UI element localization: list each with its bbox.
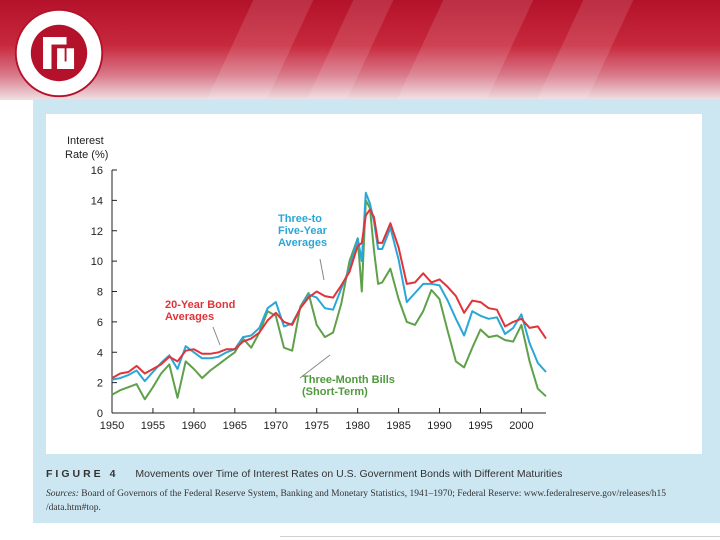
y-tick-label: 8 (97, 287, 103, 299)
y-tick-label: 0 (97, 408, 103, 420)
annotation-2-line-0: Three-Month Bills (302, 374, 395, 386)
header-banner (0, 0, 720, 100)
y-tick-label: 10 (91, 256, 103, 268)
university-logo (14, 8, 104, 98)
footer-divider (280, 536, 720, 537)
figure-sources: Sources: Board of Governors of the Feder… (46, 487, 706, 515)
annotation-1-line-0: 20-Year Bond (165, 299, 235, 311)
plot-area (46, 114, 702, 454)
figure-caption: FIGURE 4 Movements over Time of Interest… (46, 468, 706, 480)
x-tick-label: 1965 (223, 420, 247, 432)
source-text: Board of Governors of the Federal Reserv… (81, 489, 667, 499)
x-tick-label: 1985 (386, 420, 410, 432)
y-tick-label: 4 (97, 347, 103, 359)
x-tick-label: 1960 (182, 420, 206, 432)
y-tick-label: 16 (91, 165, 103, 177)
figure-title: Movements over Time of Interest Rates on… (135, 468, 563, 480)
annotation-0-line-2: Averages (278, 237, 327, 249)
annotation-2-line-1: (Short-Term) (302, 386, 368, 398)
annotation-leader-2 (299, 354, 331, 379)
y-tick-label: 2 (97, 378, 103, 390)
annotation-leader-1 (212, 326, 221, 346)
source-text-2: /data.htm#top. (46, 503, 101, 513)
x-tick-label: 1955 (141, 420, 165, 432)
series-line-2 (111, 208, 547, 379)
x-tick-label: 1975 (304, 420, 328, 432)
x-tick-label: 1950 (100, 420, 124, 432)
x-tick-label: 1980 (345, 420, 369, 432)
annotation-0-line-0: Three-to (278, 213, 322, 225)
annotation-leader-0 (319, 258, 325, 281)
y-axis-label-line-2: Rate (%) (65, 149, 108, 161)
x-tick-label: 1970 (264, 420, 288, 432)
x-tick-label: 2000 (509, 420, 533, 432)
source-label: Sources: (46, 489, 79, 499)
y-tick-label: 6 (97, 317, 103, 329)
x-tick-label: 1995 (468, 420, 492, 432)
series-line-0 (111, 199, 547, 401)
annotation-0-line-1: Five-Year (278, 225, 328, 237)
y-tick-label: 14 (91, 195, 103, 207)
figure-label: FIGURE 4 (46, 468, 119, 480)
y-tick-label: 12 (91, 226, 103, 238)
annotation-1-line-1: Averages (165, 311, 214, 323)
x-tick-label: 1990 (427, 420, 451, 432)
series-line-1 (111, 191, 547, 383)
y-axis-label-line-1: Interest (67, 135, 104, 147)
